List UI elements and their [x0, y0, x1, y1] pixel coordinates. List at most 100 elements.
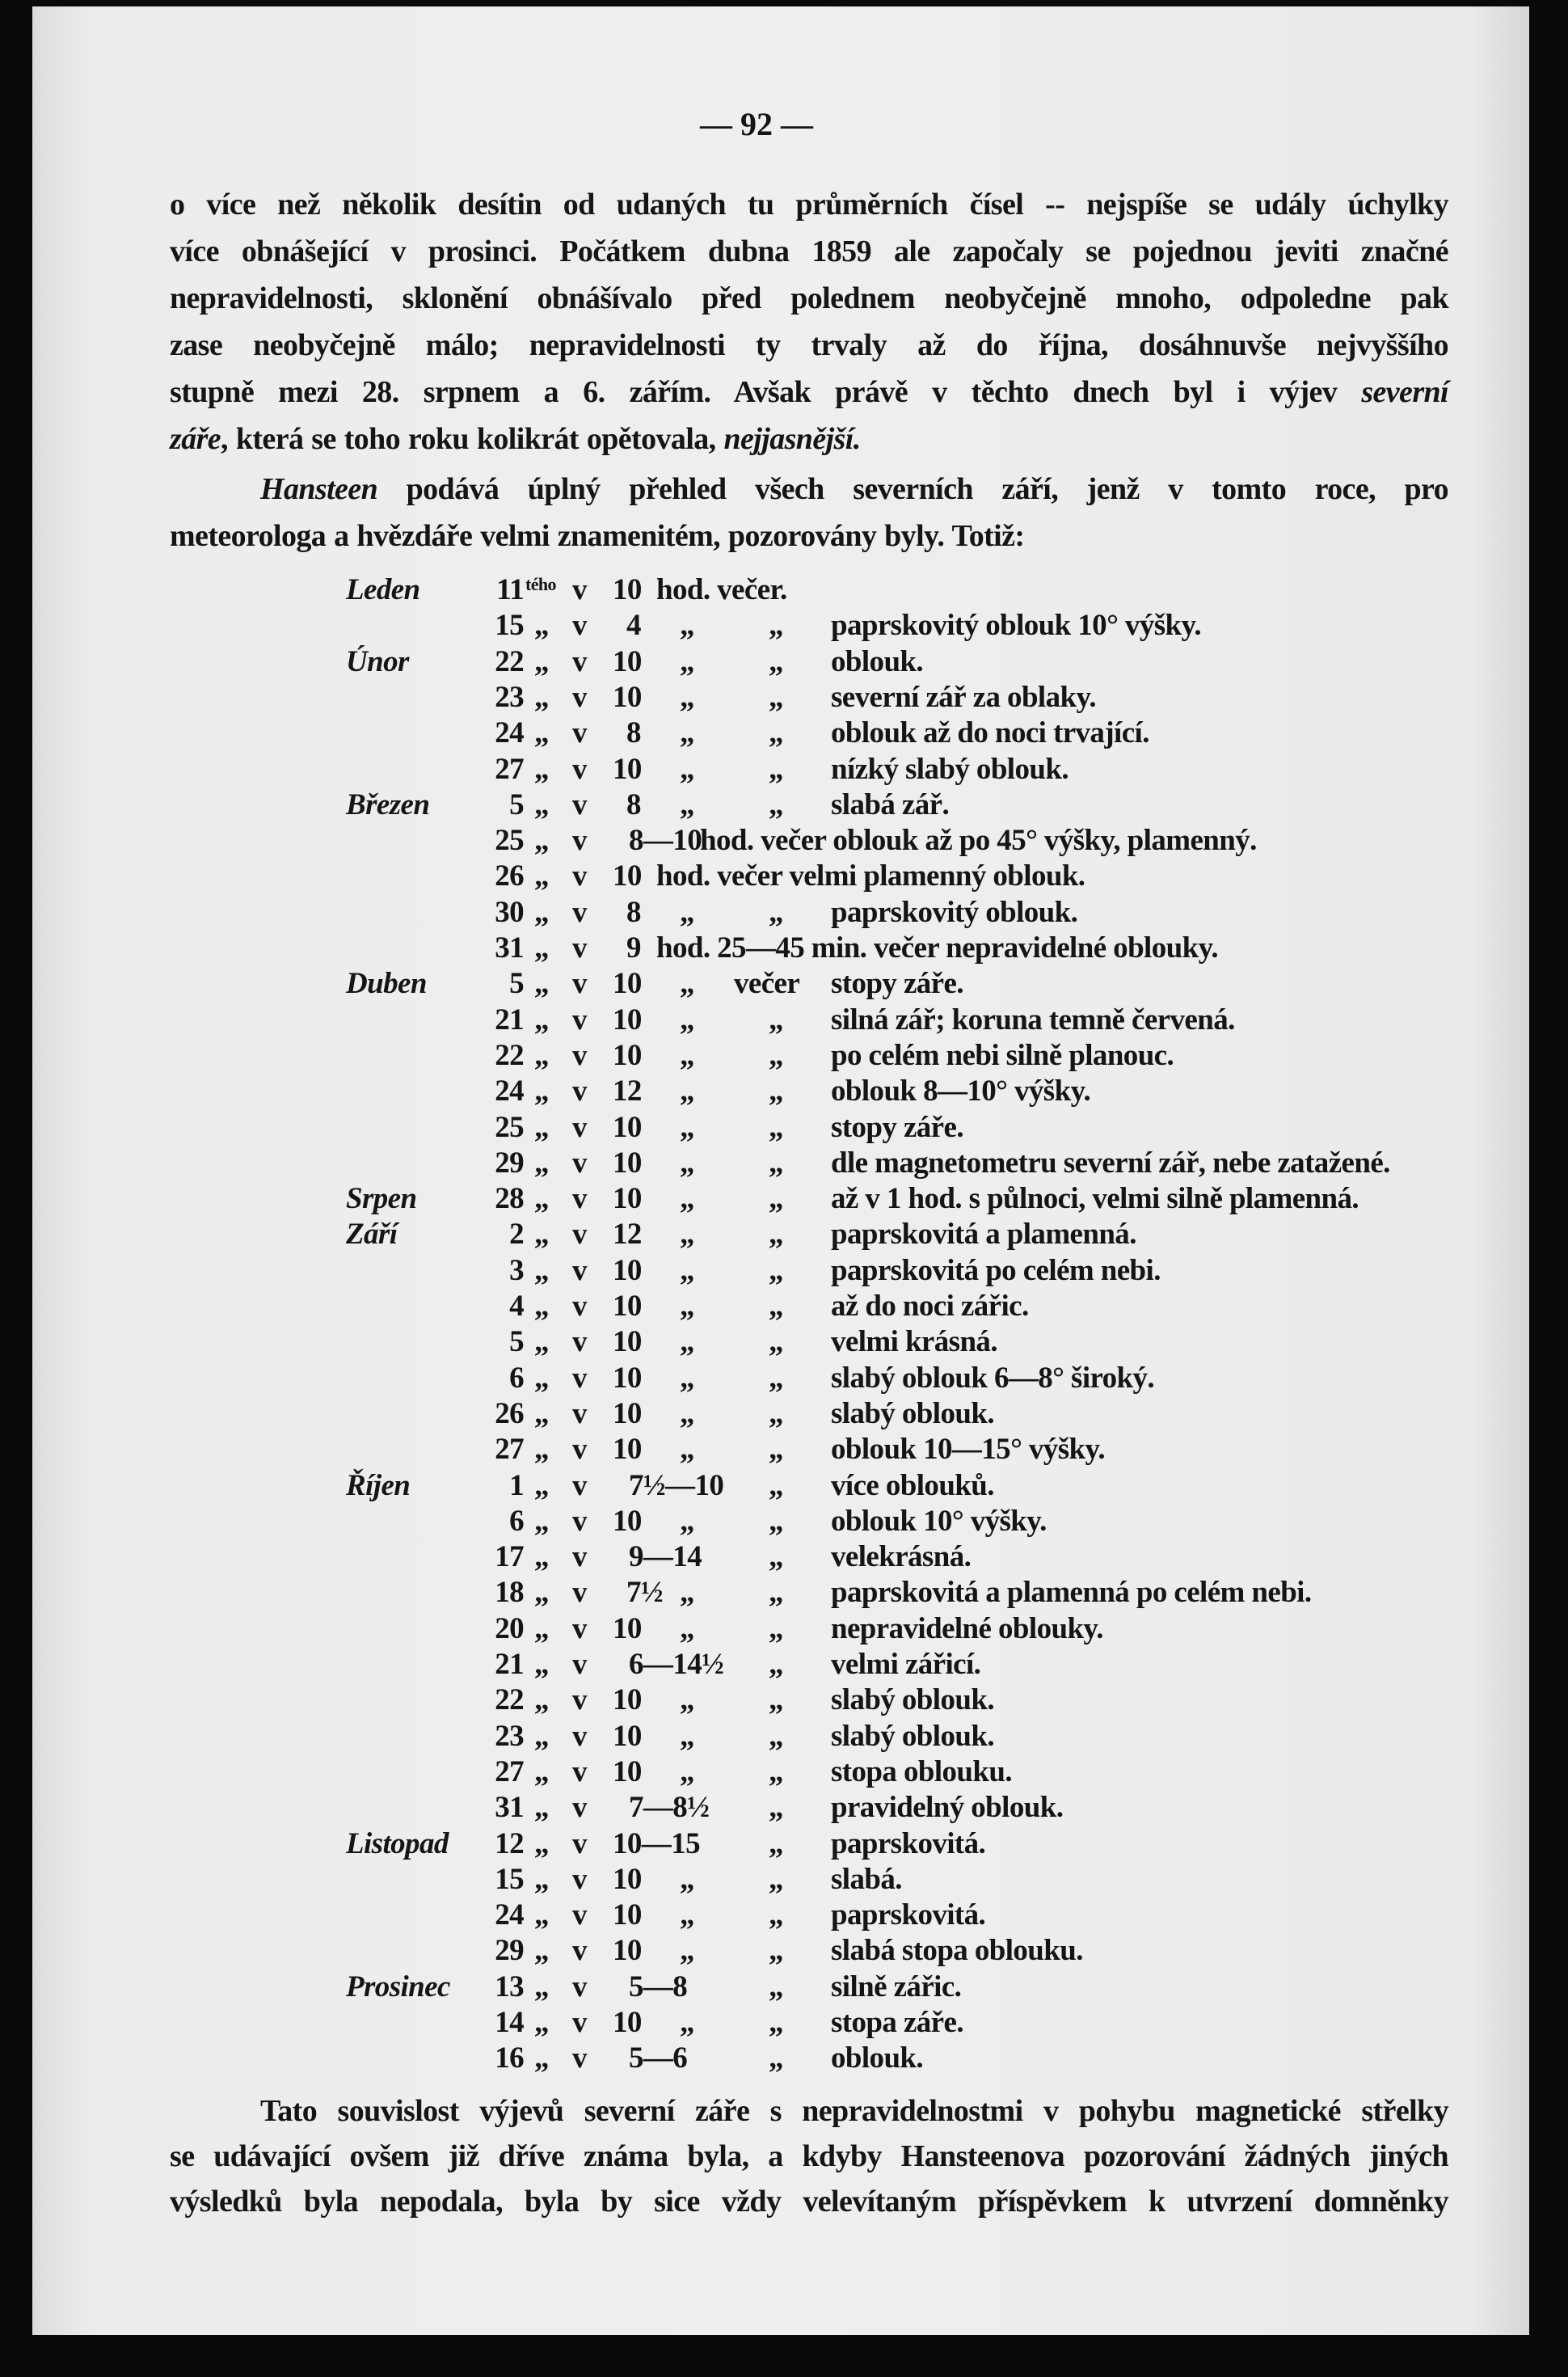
observation-description: dle magnetometru severní zář, nebe zataž… [831, 1146, 1390, 1180]
day-number: 26 [495, 859, 524, 893]
ditto-mark: „ [769, 680, 784, 714]
ditto-mark: „ [769, 1110, 784, 1144]
observation-description: stopa záře. [831, 2006, 964, 2039]
observation-row: 15 „ v 4 „ „ paprskovitý oblouk 10° výšky. [32, 608, 1529, 644]
observation-row: 27 „ v 10 „ „ stopa oblouku. [32, 1754, 1529, 1790]
observation-row: 17 „ v 9—14 „ velekrásná. [32, 1539, 1529, 1575]
day-number: 1 [509, 1468, 525, 1502]
observation-row: 25 „ v 10 „ „ stopy záře. [32, 1110, 1529, 1146]
observation-row: Duben 5 „ v 10 „ večer stopy záře. [32, 966, 1529, 1002]
hour: 10 [613, 1504, 642, 1538]
text-segment: , která se toho roku kolikrát opětovala, [221, 422, 724, 456]
ditto-mark: „ [680, 1504, 695, 1538]
day-number: 21 [495, 1648, 524, 1681]
text-line: nepravidelnosti, sklonění obnášívalo pře… [170, 275, 1449, 322]
ditto-mark: „ [534, 1504, 550, 1538]
observation-description: slabý oblouk. [831, 1396, 995, 1430]
observation-row: 22 „ v 10 „ „ slabý oblouk. [32, 1682, 1529, 1718]
preposition: v [572, 2006, 588, 2039]
row-remainder: hod. 25—45 min. večer nepravidelné oblou… [656, 931, 1219, 965]
ditto-mark: „ [769, 1898, 784, 1932]
ditto-mark: „ [534, 824, 550, 858]
observation-row: Únor 22 „ v 10 „ „ oblouk. [32, 644, 1529, 680]
ditto-mark: „ [680, 1038, 695, 1072]
hour: 9 [626, 931, 642, 965]
text-line: meteorologa a hvězdáře velmi znamenitém,… [170, 513, 1448, 559]
month-label: Duben [346, 967, 427, 1001]
ditto-mark: „ [534, 1361, 550, 1395]
ditto-mark: „ [534, 609, 550, 643]
day-number: 24 [495, 1898, 524, 1932]
hour: 7—8½ [629, 1791, 710, 1825]
observation-description: oblouk 10° výšky. [831, 1504, 1047, 1538]
day-number: 27 [495, 1433, 524, 1467]
preposition: v [572, 1898, 588, 1932]
hour: 12 [613, 1075, 642, 1108]
observation-description: pravidelný oblouk. [831, 1791, 1064, 1825]
observation-description: paprskovitý oblouk 10° výšky. [831, 609, 1202, 643]
day-number: 31 [495, 931, 524, 965]
ditto-mark: „ [769, 1468, 784, 1502]
preposition: v [572, 1504, 588, 1538]
hour: 10 [613, 1110, 642, 1144]
day-number: 28 [495, 1182, 524, 1216]
ditto-mark: „ [680, 1719, 695, 1753]
text-segment: nepravidelnosti, sklonění obnášívalo pře… [170, 281, 1449, 315]
observation-description: slabý oblouk 6—8° široký. [831, 1361, 1155, 1395]
observation-description: oblouk. [831, 2041, 924, 2075]
text-segment: zase neobyčejně málo; nepravidelnosti ty… [170, 328, 1449, 362]
day-number: 27 [495, 1754, 524, 1788]
day-number: 24 [495, 716, 524, 750]
ditto-mark: „ [769, 1396, 784, 1430]
ditto-mark: „ [680, 644, 695, 678]
day-number: 23 [495, 1719, 524, 1753]
observation-row: Listopad 12 „ v 10—15 „ paprskovitá. [32, 1826, 1529, 1862]
book-page: — 92 — o více než několik desítin od uda… [32, 6, 1529, 2335]
text-segment: Tato souvislost výjevů severní záře s ne… [260, 2094, 1449, 2128]
ditto-mark: „ [769, 1290, 784, 1323]
month-label: Říjen [346, 1468, 411, 1502]
observation-description: paprskovitá. [831, 1898, 986, 1932]
observation-row: 31 „ v 7—8½ „ pravidelný oblouk. [32, 1790, 1529, 1826]
hour: 10 [613, 1038, 642, 1072]
text-line: zase neobyčejně málo; nepravidelnosti ty… [170, 322, 1449, 369]
hour: 7½—10 [629, 1468, 724, 1502]
text-line: výsledků byla nepodala, byla by sice vžd… [170, 2178, 1449, 2225]
row-remainder: hod. večer. [656, 573, 787, 606]
preposition: v [572, 1110, 588, 1144]
ditto-mark: „ [534, 859, 550, 893]
observation-description: velmi krásná. [831, 1325, 998, 1359]
month-label: Září [346, 1218, 398, 1252]
observation-description: více oblouků. [831, 1468, 995, 1502]
observation-row: 4 „ v 10 „ „ až do noci zářic. [32, 1289, 1529, 1324]
observation-row: 5 „ v 10 „ „ velmi krásná. [32, 1324, 1529, 1360]
observation-description: stopa oblouku. [831, 1754, 1013, 1788]
hour: 6—14½ [629, 1648, 724, 1681]
month-label: Leden [346, 573, 420, 606]
ditto-mark: „ [534, 1934, 550, 1968]
day-number: 31 [495, 1791, 524, 1825]
observation-row: 3 „ v 10 „ „ paprskovitá po celém nebi. [32, 1253, 1529, 1289]
ditto-mark: „ [680, 1898, 695, 1932]
ditto-mark: „ [680, 1182, 695, 1216]
text-line: o více než několik desítin od udaných tu… [170, 181, 1449, 228]
preposition: v [572, 1754, 588, 1788]
ditto-mark: „ [769, 1970, 784, 2003]
preposition: v [572, 1218, 588, 1252]
ditto-mark: „ [769, 1754, 784, 1788]
observation-description: až do noci zářic. [831, 1290, 1029, 1323]
hour: 4 [626, 609, 642, 643]
observation-description: nízký slabý oblouk. [831, 752, 1069, 786]
observation-row: Září 2 „ v 12 „ „ paprskovitá a plamenná. [32, 1217, 1529, 1252]
ditto-mark: „ [769, 1504, 784, 1538]
day-number: 5 [509, 1325, 525, 1359]
observation-description: velekrásná. [831, 1540, 972, 1574]
ditto-mark: „ [534, 1468, 550, 1502]
day-number: 15 [495, 609, 524, 643]
ditto-mark: „ [534, 1576, 550, 1610]
observation-row: 27 „ v 10 „ „ oblouk 10—15° výšky. [32, 1432, 1529, 1467]
hour: 10 [613, 859, 642, 893]
day-number: 18 [495, 1576, 524, 1610]
observation-description: slabá. [831, 1862, 903, 1896]
day-number: 17 [495, 1540, 524, 1574]
